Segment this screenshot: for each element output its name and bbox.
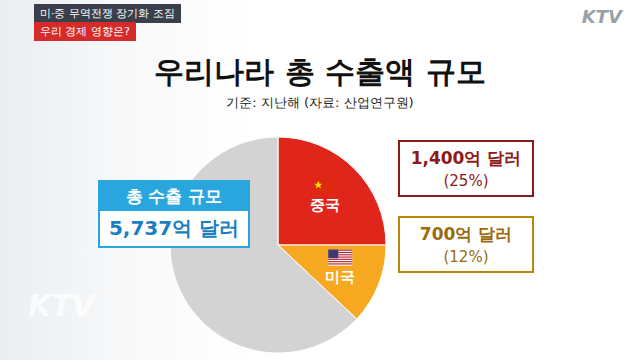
html-text:총 수출 규모: 총 수출 규모 [125, 186, 223, 206]
html-text:우리나라 총 수출액 규모: 우리나라 총 수출액 규모 [154, 54, 486, 89]
html-text:미·중 무역전쟁 장기화 조짐: 미·중 무역전쟁 장기화 조짐 [40, 7, 175, 20]
html-text:700억 달러: 700억 달러 [419, 224, 513, 244]
html-text:(12%): (12%) [443, 248, 489, 266]
html-text:(25%): (25%) [443, 172, 489, 190]
html-text:KTV: KTV [581, 6, 622, 27]
html-text:우리 경제 영향은?: 우리 경제 영향은? [40, 25, 130, 38]
html-text:KTV: KTV [28, 288, 95, 323]
svg-text:미국: 미국 [325, 268, 355, 286]
html-text:기준: 지난해 (자료: 산업연구원): 기준: 지난해 (자료: 산업연구원) [226, 95, 414, 110]
html-text:1,400억 달러: 1,400억 달러 [410, 148, 522, 168]
html-text:5,737억 달러: 5,737억 달러 [108, 216, 240, 240]
svg-text:중국: 중국 [310, 196, 340, 214]
